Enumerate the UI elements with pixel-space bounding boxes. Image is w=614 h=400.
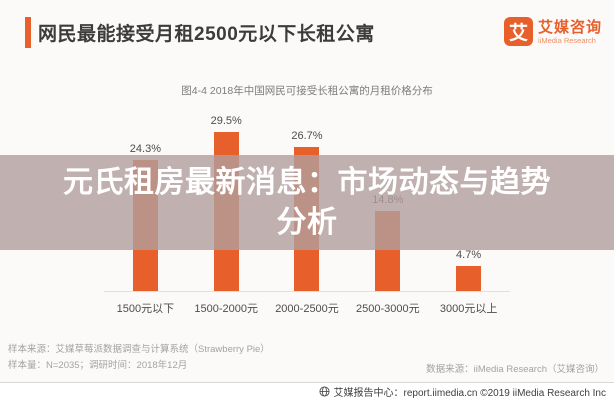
bar [456,265,482,291]
bottom-bar: 艾媒报告中心：report.iimedia.cn ©2019 iiMedia R… [0,382,614,400]
bar-value-label: 4.7% [456,248,482,261]
report-center-text: 艾媒报告中心：report.iimedia.cn ©2019 iiMedia R… [333,388,606,399]
x-axis-tick-label: 1500-2000元 [194,303,258,315]
bar-column: 4.7% [428,110,509,291]
x-axis-tick-label: 1500元以下 [116,303,175,315]
x-axis-tick-label: 2000-2500元 [275,303,339,315]
sample-size-note: 样本量：N=2035；调研时间：2018年12月 [8,360,188,371]
x-axis-tick-label: 2500-3000元 [355,303,420,315]
x-axis-labels: 1500元以下 1500-2000元 2000-2500元 2500-3000元 300… [105,300,509,316]
chart-title: 图4-4 2018年中国网民可接受长租公寓的月租价格分布 [181,85,433,97]
watermark-overlay-text: 元氏租房最新消息：市场动态与趋势分析 [63,165,551,239]
data-source-note: 数据来源：iiMedia Research（艾媒咨询） [426,364,604,375]
iimedia-logo: 艾 艾媒咨询 iiMedia Research [504,17,602,46]
sample-source-note: 样本来源：艾媒草莓派数据调查与计算系统（Strawberry Pie） [8,344,270,355]
title-accent-bar [25,17,31,48]
iimedia-logo-text: 艾媒咨询 iiMedia Research [538,19,602,45]
logo-name-cn: 艾媒咨询 [538,18,603,36]
x-axis-line [104,291,510,292]
logo-name-en: iiMedia Research [538,35,596,45]
watermark-overlay-banner: 元氏租房最新消息：市场动态与趋势分析 [0,155,614,250]
x-axis-tick-label: 3000元以上 [439,303,498,315]
footnotes: 样本来源：艾媒草莓派数据调查与计算系统（Strawberry Pie） 样本量：… [8,342,270,374]
bar-value-label: 29.5% [210,114,242,127]
iimedia-logo-icon: 艾 [504,17,533,46]
bar-value-label: 24.3% [129,142,161,155]
globe-icon [318,386,330,397]
bar-value-label: 26.7% [291,129,323,142]
page-title: 网民最能接受月租2500元以下长租公寓 [38,24,375,45]
